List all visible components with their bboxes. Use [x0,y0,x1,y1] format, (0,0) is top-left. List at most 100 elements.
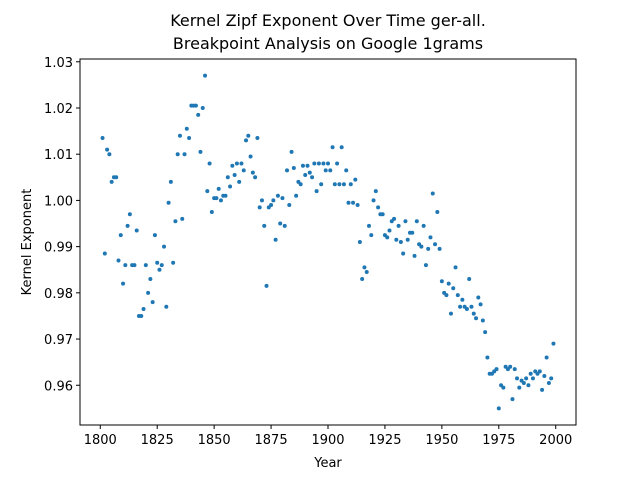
point [476,295,481,300]
point [496,406,501,411]
point [360,276,365,281]
point [421,223,426,228]
point [351,200,356,205]
point [471,311,476,316]
point [537,369,542,374]
y-tick-label: 0.99 [44,241,73,256]
point [287,203,292,208]
point [300,163,305,168]
point [196,112,201,117]
point [326,161,330,166]
point [376,205,381,210]
point [330,145,335,150]
point [460,297,465,302]
point [259,198,264,203]
point [405,237,410,242]
point [289,149,294,154]
point [216,186,221,191]
point [551,341,556,346]
point [369,233,374,238]
point [439,279,444,284]
point [346,200,351,205]
point [387,228,392,233]
point [335,161,340,166]
point [517,385,522,390]
point [494,367,499,372]
point [273,237,278,242]
point [521,380,526,385]
point [155,260,160,265]
point [524,376,529,381]
y-tick-label: 1.00 [44,194,73,209]
point [232,172,237,177]
point [414,219,419,224]
point [307,170,312,175]
point [371,198,376,203]
point [412,253,417,258]
point [141,307,146,312]
point [423,263,428,268]
point [148,276,153,281]
point [114,175,119,180]
point [294,193,299,198]
point [478,302,483,307]
point [312,161,317,166]
point [508,364,513,369]
point [305,163,310,168]
y-tick-label: 0.97 [44,333,73,348]
point [433,242,438,247]
point [546,380,551,385]
x-tick-label: 1975 [482,433,515,448]
point [166,200,171,205]
point [218,198,223,203]
point [253,175,258,180]
point [214,196,219,201]
point [132,263,137,268]
point [248,154,253,159]
point [467,276,472,281]
y-tick-label: 1.03 [44,56,73,71]
point [512,367,517,372]
point [426,246,431,251]
point [357,240,362,244]
y-tick-label: 1.02 [44,102,73,117]
point [341,182,346,187]
point [464,307,469,312]
point [116,258,121,263]
point [549,376,554,381]
point [173,219,178,224]
point [105,147,110,152]
point [264,283,269,288]
point [298,182,303,187]
point [410,230,415,235]
point [366,223,371,228]
point [193,103,198,108]
point [483,330,488,335]
point [430,191,435,196]
point [280,196,285,201]
point [328,168,333,173]
point [392,216,397,221]
point [262,223,267,228]
point [446,281,451,286]
point [271,198,276,203]
point [435,209,440,214]
point [437,246,442,251]
point [257,205,262,210]
point [285,168,290,173]
point [364,270,369,275]
x-tick-label: 1825 [141,433,174,448]
point [385,235,390,240]
x-tick-label: 1850 [198,433,231,448]
point [230,163,235,168]
point [380,212,385,217]
point [118,233,123,238]
point [182,152,187,157]
point [157,267,162,272]
point [321,161,326,166]
point [339,145,344,150]
x-tick-label: 1950 [425,433,458,448]
point [282,223,287,228]
point [246,133,251,138]
point [175,152,180,157]
